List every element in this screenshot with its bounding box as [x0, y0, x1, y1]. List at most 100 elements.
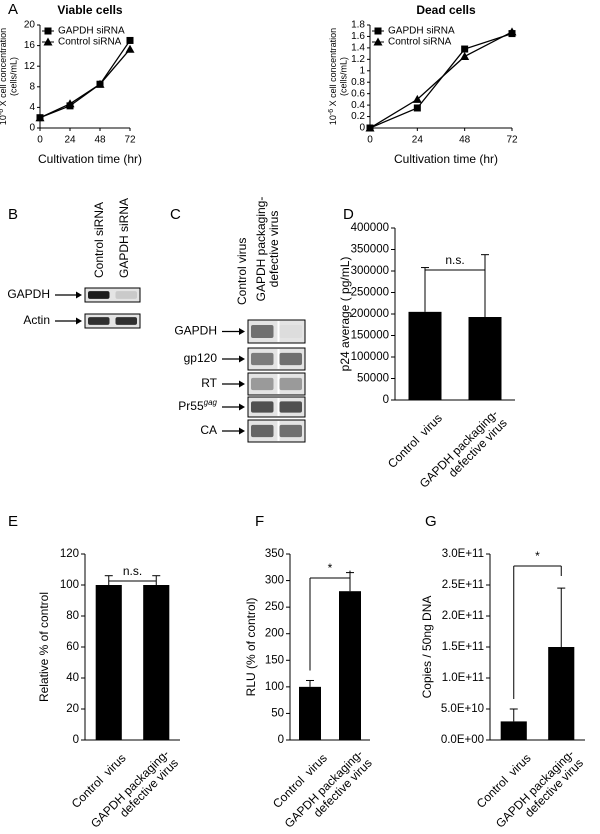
y-tick-label: 0 [73, 734, 79, 746]
y-tick-label: 80 [66, 610, 79, 622]
blot-band [251, 401, 274, 413]
row-label-text: GAPDH [7, 287, 50, 301]
y-label-exponent: -6 [0, 109, 5, 115]
panel-letter: G [425, 513, 437, 530]
series-line [39, 40, 131, 119]
annotation: n.s. [445, 253, 464, 267]
y-tick-label: 20 [24, 20, 36, 31]
bar [339, 591, 361, 740]
legend-marker [374, 27, 382, 35]
y-tick-label: 100 [265, 681, 284, 693]
y-tick-label: 4 [29, 102, 35, 113]
row-label: CA [200, 423, 217, 437]
marker [460, 51, 470, 60]
legend-marker [43, 37, 53, 46]
y-tick-label: 8 [29, 81, 35, 92]
annotation: * [328, 561, 333, 575]
y-axis-label: Relative % of control [37, 592, 51, 702]
marker [412, 94, 422, 103]
y-tick-label: 0 [359, 123, 365, 134]
y-tick-label: 0 [383, 394, 389, 406]
y-tick-label: 0.8 [351, 77, 365, 88]
x-tick-label: 24 [412, 135, 424, 146]
marker [365, 123, 375, 132]
y-tick-label: 1.2 [351, 54, 365, 65]
marker [125, 44, 135, 53]
arrow-head [76, 291, 82, 299]
bar [299, 686, 321, 740]
y-tick-label: 12 [24, 61, 36, 72]
y-tick-label: 5.0E+10 [441, 703, 484, 715]
series-line [369, 31, 513, 129]
y-tick-label: 40 [66, 672, 79, 684]
y-tick-label: 1 [359, 65, 365, 76]
panel-letter: C [170, 206, 181, 223]
y-tick-label: 350000 [351, 244, 389, 256]
bar [95, 585, 122, 740]
y-tick-label: 0 [278, 734, 284, 746]
blot-band [251, 377, 274, 391]
row-label: Pr55gag [178, 398, 217, 413]
y-axis-label: Copies / 50ng DNA [420, 596, 434, 699]
y-axis-unit: (cells/mL) [338, 57, 348, 96]
y-tick-label: 16 [24, 40, 36, 51]
blot-band [88, 317, 110, 325]
y-tick-label: 1.0E+11 [442, 672, 484, 684]
y-tick-label: 1.8 [351, 20, 365, 31]
y-tick-label: 200000 [351, 308, 389, 320]
marker [507, 27, 517, 36]
y-tick-label: 300000 [351, 265, 389, 277]
y-axis-unit: (cells/mL) [8, 57, 18, 96]
row-label: gp120 [184, 351, 218, 365]
y-label-exponent: -6 [328, 109, 335, 115]
y-label-prefix: 10 [0, 115, 8, 125]
chart-title: Viable cells [57, 3, 122, 17]
y-tick-label: 50000 [357, 373, 389, 385]
y-tick-label: 100000 [351, 351, 389, 363]
legend-marker [373, 37, 383, 46]
lane-label-box: GAPDH siRNA [117, 198, 131, 278]
y-axis-label: 10-6 X cell concentration [0, 28, 8, 125]
y-tick-label: 0 [29, 123, 35, 134]
chart-title: Dead cells [416, 3, 476, 17]
marker [95, 79, 105, 88]
x-tick-label: 48 [94, 135, 106, 146]
annotation: * [535, 549, 540, 563]
y-tick-label: 1.6 [351, 31, 365, 42]
row-label: GAPDH [174, 324, 217, 338]
y-tick-label: 2.5E+11 [442, 579, 484, 591]
legend-label: Control siRNA [58, 37, 122, 48]
blot-box [247, 372, 306, 396]
x-axis-label: Cultivation time (hr) [394, 152, 498, 166]
series-line [39, 48, 131, 119]
row-label: Actin [23, 313, 50, 327]
annotation: n.s. [123, 564, 142, 578]
y-tick-label: 300 [265, 575, 284, 587]
blot-band [279, 352, 302, 366]
y-tick-label: 1.4 [351, 43, 365, 54]
blot-band [251, 352, 274, 366]
blot-band [251, 325, 274, 338]
blot-band [88, 291, 110, 299]
lane-label: Control siRNA [92, 201, 107, 278]
series-line [369, 32, 513, 129]
marker [461, 45, 469, 53]
x-tick-label: 48 [459, 135, 471, 146]
y-tick-label: 1.5E+11 [442, 641, 484, 653]
marker [413, 104, 421, 112]
legend-label: GAPDH siRNA [388, 26, 455, 37]
y-label-prefix: 10 [328, 115, 338, 125]
bar [548, 647, 575, 740]
x-tick-label: 0 [367, 135, 373, 146]
panel-letter: F [255, 513, 264, 530]
x-tick-label: 72 [124, 135, 136, 146]
y-tick-label: 120 [60, 548, 79, 560]
blot-band [279, 424, 302, 438]
row-label-text: CA [200, 423, 217, 437]
y-tick-label: 50 [271, 707, 284, 719]
bar [468, 317, 502, 400]
y-tick-label: 350 [265, 548, 284, 560]
row-label-text: Pr55 [178, 399, 204, 413]
y-tick-label: 400000 [351, 222, 389, 234]
row-label-text: RT [201, 376, 217, 390]
